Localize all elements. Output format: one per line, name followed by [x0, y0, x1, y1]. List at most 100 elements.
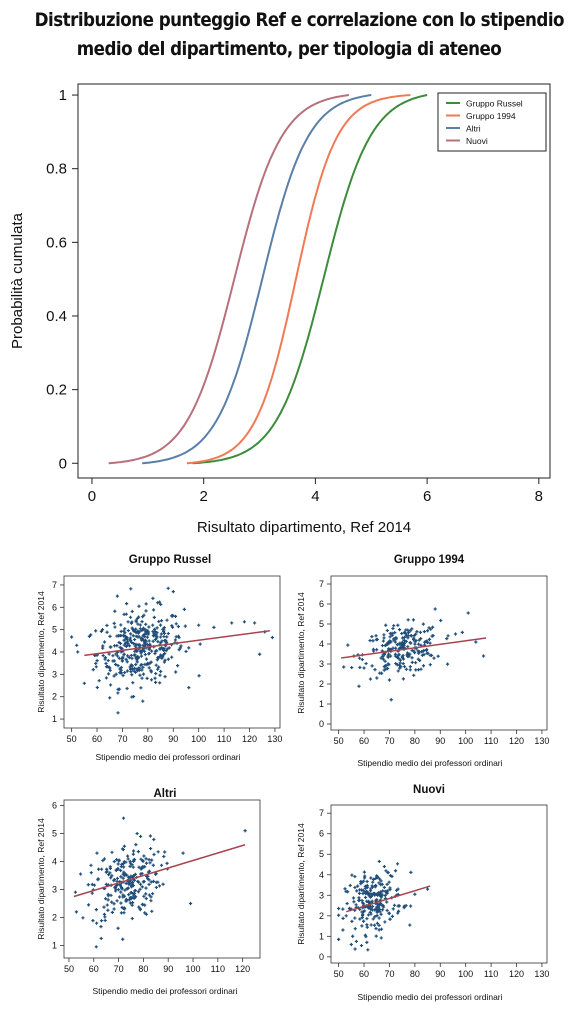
data-point [385, 900, 389, 904]
data-point [392, 624, 396, 628]
data-point [160, 646, 164, 650]
data-point [377, 916, 381, 920]
data-point [112, 659, 117, 663]
data-point [115, 594, 119, 598]
data-point [144, 896, 148, 901]
data-point [365, 940, 369, 944]
y-tick-label: 7 [319, 808, 324, 818]
data-point [369, 907, 373, 911]
data-point [95, 851, 99, 855]
data-point [396, 887, 400, 891]
data-point [161, 627, 165, 631]
data-point [126, 857, 130, 861]
data-point [391, 907, 395, 911]
data-point [149, 899, 153, 903]
data-point [147, 878, 151, 882]
x-tick-label: 90 [168, 734, 178, 744]
data-point [129, 663, 133, 667]
data-point [127, 893, 131, 897]
data-point [387, 652, 391, 656]
data-point [394, 661, 398, 666]
data-point [400, 655, 404, 659]
data-point [158, 681, 162, 685]
data-point [109, 645, 113, 649]
data-point [158, 635, 163, 639]
data-point [155, 658, 159, 662]
x-tick-label: 90 [435, 969, 445, 979]
x-tick-label: 90 [435, 736, 445, 746]
x-tick-label: 120 [509, 969, 524, 979]
data-point [125, 669, 130, 673]
data-point [428, 663, 432, 667]
data-point [138, 673, 142, 677]
data-point [116, 664, 120, 668]
data-point [126, 854, 130, 858]
data-point [417, 642, 421, 646]
data-point [139, 686, 143, 690]
data-point [136, 850, 141, 854]
data-point [109, 893, 113, 897]
data-point [137, 905, 141, 909]
data-point [114, 652, 118, 656]
data-point [112, 644, 117, 648]
data-point [414, 668, 418, 672]
data-point [337, 906, 341, 911]
data-point [130, 695, 134, 699]
data-point [130, 609, 134, 614]
data-point [150, 858, 154, 862]
data-point [74, 910, 79, 914]
data-point [121, 937, 125, 941]
data-point [391, 646, 395, 650]
data-point [405, 651, 410, 655]
data-point [121, 861, 126, 866]
scatter-panel-gruppo-1994: Gruppo 1994 50 60 70 80 90 100 110 120 130 0 1 2 3 4 5 6… [296, 554, 549, 768]
data-point [182, 607, 186, 611]
data-point [163, 675, 167, 679]
data-point [125, 638, 129, 642]
data-point [125, 887, 129, 891]
data-point [126, 654, 130, 658]
y-tick-label: 3 [52, 669, 57, 679]
data-point [379, 656, 383, 660]
data-point [373, 885, 377, 889]
data-point [371, 880, 375, 884]
data-point [121, 673, 125, 678]
data-point [400, 644, 404, 648]
data-point [162, 638, 167, 643]
x-tick-label: 60 [359, 969, 369, 979]
data-point [369, 887, 373, 891]
data-point [141, 665, 145, 669]
data-point [367, 905, 372, 910]
data-point [350, 873, 354, 877]
data-point [130, 640, 134, 645]
data-point [151, 623, 155, 627]
y-axis-label: Risultato dipartimento, Ref 2014 [296, 823, 306, 945]
data-point [156, 640, 160, 644]
data-point [357, 891, 362, 895]
data-point [129, 632, 133, 636]
data-point [122, 911, 126, 915]
data-point [162, 854, 166, 859]
data-point [409, 904, 413, 908]
scatter-title: Altri [154, 788, 177, 800]
data-point [148, 834, 153, 838]
data-point [197, 674, 201, 678]
data-point [422, 630, 426, 634]
data-point [151, 634, 156, 638]
data-point [139, 654, 144, 658]
data-point [75, 643, 79, 647]
data-point [128, 636, 132, 640]
data-point [166, 657, 170, 661]
data-point [130, 626, 134, 630]
data-point [116, 634, 121, 638]
data-point [388, 917, 392, 921]
series-line-gruppo-russel [192, 94, 428, 465]
legend-entry: Gruppo 1994 [466, 111, 516, 121]
data-point [361, 919, 366, 923]
data-point [145, 874, 149, 879]
y-tick-label: 4 [319, 639, 324, 649]
data-point [157, 884, 162, 888]
data-point [173, 638, 177, 642]
data-point [360, 910, 364, 914]
data-point [127, 882, 131, 886]
